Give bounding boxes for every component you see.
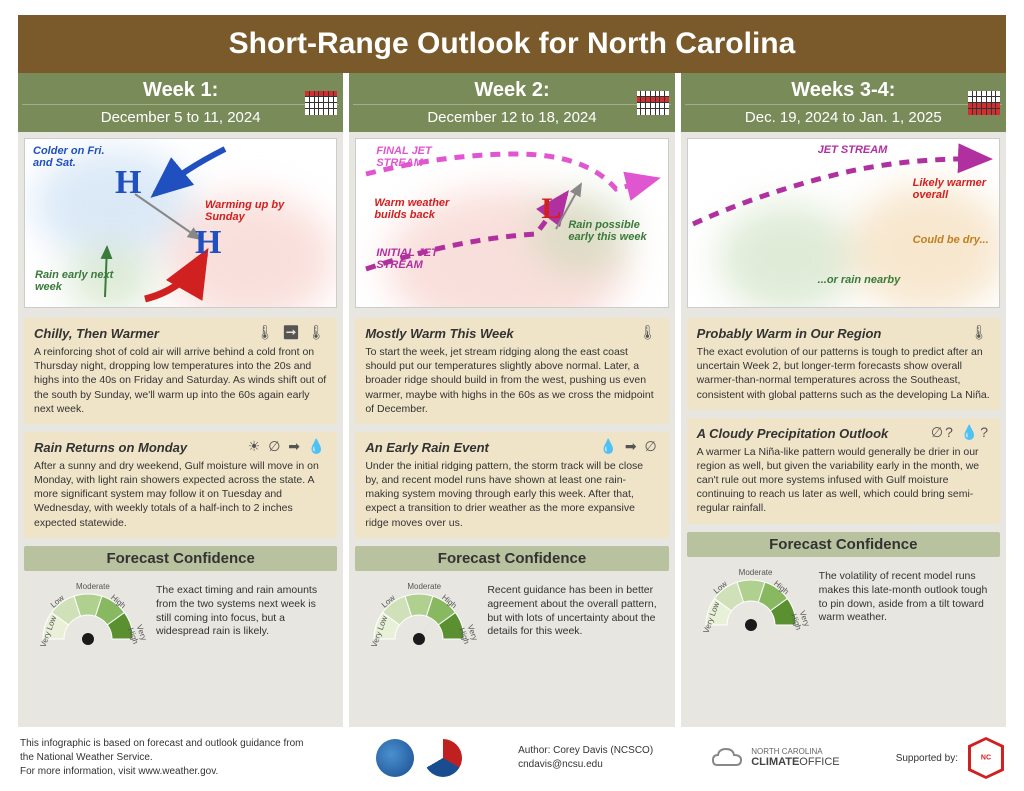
forecast-block-body: To start the week, jet stream ridging al… xyxy=(365,345,658,416)
calendar-icon xyxy=(968,91,1000,115)
week-dates: December 5 to 11, 2024 xyxy=(22,104,339,126)
nws-logo-icon xyxy=(424,739,462,777)
week-columns: Week 1: December 5 to 11, 2024 HHColder … xyxy=(0,73,1024,731)
week-title: Weeks 3-4: xyxy=(685,79,1002,102)
forecast-block: 💧 ➡ ∅ An Early Rain Event Under the init… xyxy=(355,432,668,538)
forecast-icons: 🌡 ➡ 🌡 xyxy=(256,324,327,341)
forecast-block: 🌡 ➡ 🌡 Chilly, Then Warmer A reinforcing … xyxy=(24,318,337,424)
climate-office-logo: NORTH CAROLINACLIMATEOFFICE xyxy=(709,743,839,773)
confidence-text: The volatility of recent model runs make… xyxy=(819,570,996,625)
week-column-1: Week 1: December 5 to 11, 2024 HHColder … xyxy=(18,73,343,727)
forecast-block: ☀ ∅ ➡ 💧 Rain Returns on Monday After a s… xyxy=(24,432,337,538)
supported-label: Supported by: xyxy=(896,753,958,764)
forecast-block-body: The exact evolution of our patterns is t… xyxy=(697,345,990,402)
author-email: cndavis@ncsu.edu xyxy=(518,758,653,772)
forecast-block-body: A reinforcing shot of cold air will arri… xyxy=(34,345,327,416)
confidence-title: Forecast Confidence xyxy=(687,532,1000,557)
agency-logos xyxy=(376,739,462,777)
week-title: Week 1: xyxy=(22,79,339,102)
forecast-icons: ☀ ∅ ➡ 💧 xyxy=(248,438,328,455)
supported-by: Supported by: NC xyxy=(896,737,1004,779)
confidence-section: Forecast Confidence Very LowLowModerateH… xyxy=(24,546,337,647)
weather-map: LFINAL JET STREAMWarm weather builds bac… xyxy=(355,138,668,308)
forecast-block: 🌡 Probably Warm in Our Region The exact … xyxy=(687,318,1000,410)
forecast-block: ∅? 💧? A Cloudy Precipitation Outlook A w… xyxy=(687,418,1000,524)
ncfs-logo-icon: NC xyxy=(968,737,1004,779)
confidence-gauge: Very LowLowModerateHighVery High xyxy=(28,577,148,647)
confidence-section: Forecast Confidence Very LowLowModerateH… xyxy=(355,546,668,647)
confidence-title: Forecast Confidence xyxy=(24,546,337,571)
forecast-block: 🌡 Mostly Warm This Week To start the wee… xyxy=(355,318,668,424)
forecast-block-body: A warmer La Niña-like pattern would gene… xyxy=(697,445,990,516)
forecast-icons: ∅? 💧? xyxy=(931,424,990,441)
forecast-block-title: Probably Warm in Our Region xyxy=(697,326,990,341)
weather-map: HHColder on Fri. and Sat.Warming up by S… xyxy=(24,138,337,308)
forecast-block-body: Under the initial ridging pattern, the s… xyxy=(365,459,658,530)
confidence-text: The exact timing and rain amounts from t… xyxy=(156,584,333,639)
week-dates: Dec. 19, 2024 to Jan. 1, 2025 xyxy=(685,104,1002,126)
forecast-block-body: After a sunny and dry weekend, Gulf mois… xyxy=(34,459,327,530)
week-column-3: Weeks 3-4: Dec. 19, 2024 to Jan. 1, 2025… xyxy=(681,73,1006,727)
confidence-gauge: Very LowLowModerateHighVery High xyxy=(691,563,811,633)
week-header: Weeks 3-4: Dec. 19, 2024 to Jan. 1, 2025 xyxy=(681,73,1006,132)
forecast-icons: 🌡 xyxy=(639,324,659,341)
confidence-title: Forecast Confidence xyxy=(355,546,668,571)
confidence-section: Forecast Confidence Very LowLowModerateH… xyxy=(687,532,1000,633)
noaa-logo-icon xyxy=(376,739,414,777)
page-title: Short-Range Outlook for North Carolina xyxy=(18,15,1006,73)
weather-map: JET STREAMLikely warmer overallCould be … xyxy=(687,138,1000,308)
author-credit: Author: Corey Davis (NCSCO) cndavis@ncsu… xyxy=(518,744,653,772)
footer-disclaimer: This infographic is based on forecast an… xyxy=(20,737,320,779)
forecast-icons: 🌡 xyxy=(970,324,990,341)
week-header: Week 1: December 5 to 11, 2024 xyxy=(18,73,343,132)
week-column-2: Week 2: December 12 to 18, 2024 LFINAL J… xyxy=(349,73,674,727)
calendar-icon xyxy=(305,91,337,115)
calendar-icon xyxy=(637,91,669,115)
week-header: Week 2: December 12 to 18, 2024 xyxy=(349,73,674,132)
footer-text-1: This infographic is based on forecast an… xyxy=(20,737,320,765)
forecast-block-title: Mostly Warm This Week xyxy=(365,326,658,341)
footer-text-2: For more information, visit For more inf… xyxy=(20,765,320,779)
week-dates: December 12 to 18, 2024 xyxy=(353,104,670,126)
forecast-icons: 💧 ➡ ∅ xyxy=(600,438,659,455)
footer: This infographic is based on forecast an… xyxy=(0,731,1024,791)
confidence-gauge: Very LowLowModerateHighVery High xyxy=(359,577,479,647)
week-title: Week 2: xyxy=(353,79,670,102)
confidence-text: Recent guidance has been in better agree… xyxy=(487,584,664,639)
author-name: Author: Corey Davis (NCSCO) xyxy=(518,744,653,758)
